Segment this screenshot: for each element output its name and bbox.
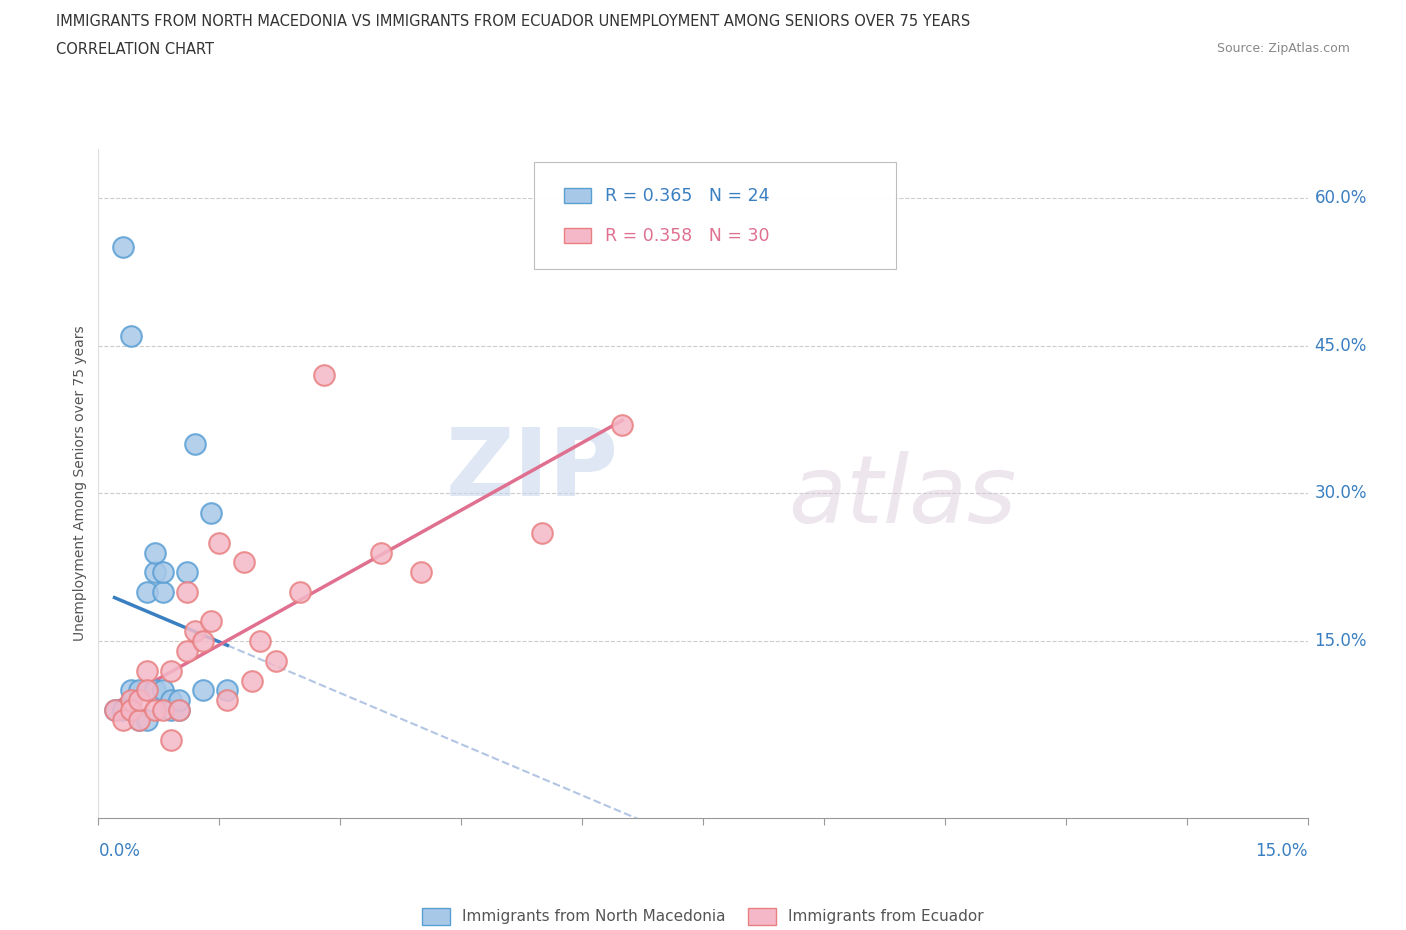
- Point: [160, 693, 183, 708]
- Point: [217, 693, 239, 708]
- Text: 15.0%: 15.0%: [1315, 632, 1367, 650]
- Text: ZIP: ZIP: [446, 424, 619, 516]
- Point: [120, 703, 142, 718]
- Text: CORRELATION CHART: CORRELATION CHART: [56, 42, 214, 57]
- Bar: [564, 229, 591, 244]
- Point: [120, 328, 142, 343]
- Point: [409, 565, 432, 579]
- Point: [176, 584, 198, 599]
- Point: [128, 693, 150, 708]
- Point: [135, 712, 157, 727]
- Point: [314, 368, 336, 383]
- Point: [128, 712, 150, 727]
- Text: 45.0%: 45.0%: [1315, 337, 1367, 354]
- Point: [232, 555, 254, 570]
- Text: R = 0.365   N = 24: R = 0.365 N = 24: [605, 187, 769, 205]
- Point: [143, 683, 166, 698]
- Point: [249, 633, 271, 648]
- Point: [103, 703, 125, 718]
- Point: [184, 437, 207, 452]
- Text: 15.0%: 15.0%: [1256, 842, 1308, 859]
- Point: [128, 712, 150, 727]
- Text: IMMIGRANTS FROM NORTH MACEDONIA VS IMMIGRANTS FROM ECUADOR UNEMPLOYMENT AMONG SE: IMMIGRANTS FROM NORTH MACEDONIA VS IMMIG…: [56, 14, 970, 29]
- Point: [193, 683, 215, 698]
- Point: [152, 683, 174, 698]
- Point: [176, 644, 198, 658]
- Point: [152, 703, 174, 718]
- Point: [152, 565, 174, 579]
- Bar: [564, 188, 591, 203]
- Text: atlas: atlas: [787, 451, 1017, 542]
- Text: R = 0.358   N = 30: R = 0.358 N = 30: [605, 227, 769, 245]
- Text: 30.0%: 30.0%: [1315, 485, 1367, 502]
- Legend: Immigrants from North Macedonia, Immigrants from Ecuador: Immigrants from North Macedonia, Immigra…: [416, 901, 990, 930]
- Point: [167, 693, 190, 708]
- Text: 60.0%: 60.0%: [1315, 189, 1367, 207]
- Point: [135, 663, 157, 678]
- Point: [128, 683, 150, 698]
- Point: [152, 584, 174, 599]
- Point: [184, 624, 207, 639]
- Point: [120, 683, 142, 698]
- Point: [135, 683, 157, 698]
- Text: Source: ZipAtlas.com: Source: ZipAtlas.com: [1216, 42, 1350, 55]
- Point: [240, 673, 263, 688]
- Point: [370, 545, 392, 560]
- Point: [160, 663, 183, 678]
- Point: [143, 545, 166, 560]
- Point: [143, 565, 166, 579]
- Point: [530, 525, 553, 540]
- Point: [264, 654, 287, 669]
- Point: [135, 584, 157, 599]
- Point: [208, 536, 231, 551]
- Point: [167, 703, 190, 718]
- Point: [160, 703, 183, 718]
- Point: [111, 712, 134, 727]
- Point: [193, 633, 215, 648]
- Point: [200, 614, 222, 629]
- Point: [167, 703, 190, 718]
- Point: [176, 565, 198, 579]
- Text: 0.0%: 0.0%: [98, 842, 141, 859]
- Point: [612, 417, 634, 432]
- Point: [217, 683, 239, 698]
- Y-axis label: Unemployment Among Seniors over 75 years: Unemployment Among Seniors over 75 years: [73, 326, 87, 642]
- Point: [120, 693, 142, 708]
- Point: [143, 703, 166, 718]
- FancyBboxPatch shape: [534, 162, 897, 270]
- Point: [111, 703, 134, 718]
- Point: [160, 732, 183, 747]
- Point: [288, 584, 311, 599]
- Point: [103, 703, 125, 718]
- Point: [111, 240, 134, 255]
- Point: [200, 506, 222, 521]
